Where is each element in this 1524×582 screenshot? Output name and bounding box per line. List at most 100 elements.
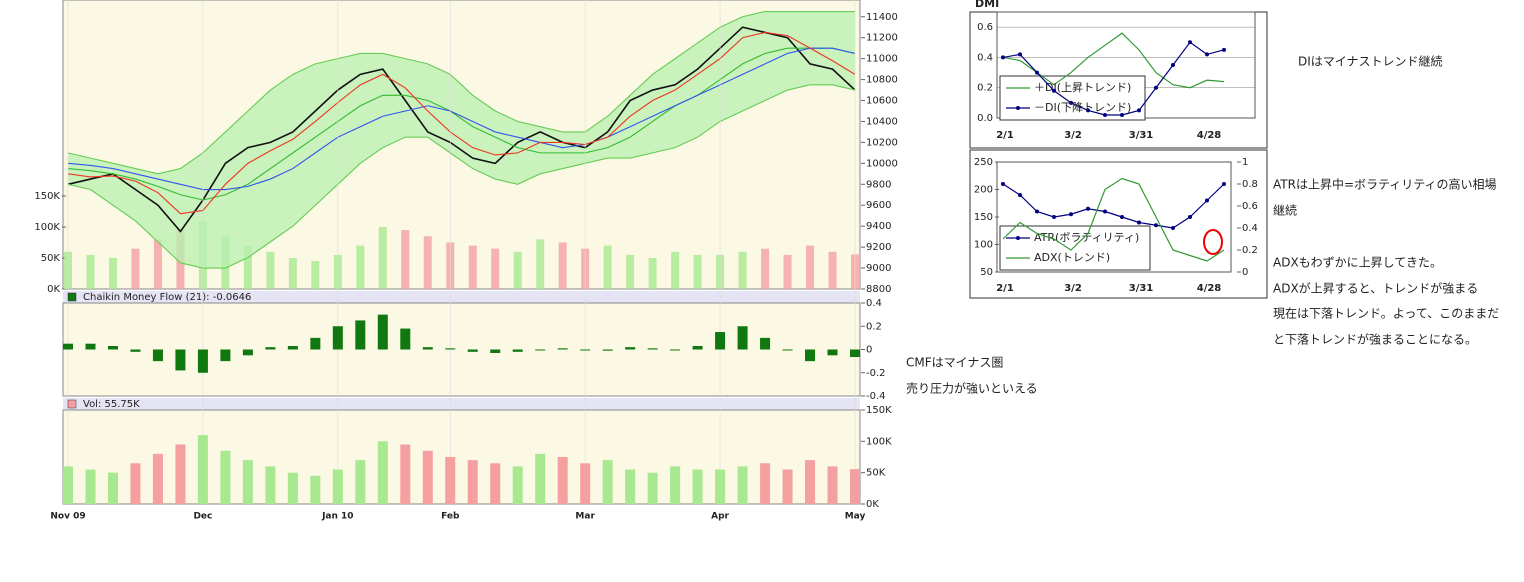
y-tick-label: 0.2: [977, 83, 993, 94]
bar: [512, 466, 523, 504]
bar: [805, 349, 816, 362]
bar: [355, 320, 366, 350]
dmi-title: DMI: [975, 0, 999, 10]
bar: [130, 349, 141, 352]
volume-bar: [108, 257, 117, 289]
point: [1137, 220, 1141, 225]
y-tick-label: -0.2: [866, 368, 886, 379]
legend-marker: [1016, 236, 1020, 240]
y-tick-label: 150K: [866, 405, 892, 416]
bar: [287, 472, 298, 504]
volume-bar: [153, 239, 162, 289]
y-tick-label: 0: [866, 345, 872, 356]
bar: [535, 349, 546, 351]
bar: [332, 326, 343, 350]
volume-bar: [401, 230, 410, 289]
point: [1222, 182, 1226, 186]
bar: [737, 466, 748, 504]
y-tick-label: 10800: [866, 75, 898, 86]
bar: [152, 453, 163, 504]
bar: [355, 460, 366, 504]
bar: [377, 314, 388, 350]
x-tick-label: Feb: [441, 512, 460, 522]
x-tick-label: Jan 10: [321, 512, 354, 522]
bar: [422, 347, 433, 350]
x-tick-label: Mar: [575, 512, 595, 522]
point: [1205, 52, 1209, 57]
y-tick-label: 11000: [866, 54, 898, 65]
legend-swatch: [67, 292, 77, 302]
volume-bar: [423, 236, 432, 289]
volume-bar: [828, 251, 837, 289]
series-line: [67, 47, 856, 201]
bar: [152, 349, 163, 362]
x-tick-label: 3/2: [1064, 283, 1082, 294]
volume-bar: [783, 254, 792, 289]
y-tick-label: 9200: [866, 242, 891, 253]
bar: [400, 328, 411, 350]
x-tick-label: Apr: [711, 512, 729, 522]
point: [1137, 108, 1141, 113]
x-tick-label: 2/1: [996, 130, 1014, 141]
bar: [422, 450, 433, 504]
bar: [647, 472, 658, 504]
series-line: [67, 47, 856, 191]
point: [1052, 215, 1056, 219]
y-tick-label: 9600: [866, 200, 891, 211]
cmf-panel: [62, 302, 861, 397]
point: [1171, 226, 1175, 230]
bar: [490, 349, 501, 353]
series-line: [1002, 183, 1225, 229]
bar: [107, 472, 118, 504]
y-tick-label: 50K: [41, 253, 61, 264]
bar: [63, 466, 73, 504]
series-line: [67, 26, 856, 233]
volume-bar: [266, 251, 275, 289]
point: [1086, 206, 1090, 211]
bar: [220, 349, 231, 362]
y-tick-label: 0.4: [1242, 223, 1258, 234]
bar: [85, 469, 96, 504]
point: [1103, 209, 1107, 214]
y-tick-label: 0.0: [977, 113, 993, 124]
y-tick-label: 10000: [866, 158, 898, 169]
volume-bar: [86, 254, 95, 289]
y-tick-label: 10600: [866, 96, 898, 107]
bar: [332, 469, 343, 504]
point: [1103, 112, 1107, 117]
bar: [265, 466, 276, 504]
x-tick-label: 4/28: [1197, 130, 1222, 141]
volume-bar: [671, 251, 680, 289]
bar: [467, 460, 478, 504]
bar: [63, 343, 73, 350]
point: [1120, 215, 1124, 219]
bar: [692, 346, 703, 350]
y-tick-label: -0.4: [866, 391, 886, 402]
bar: [400, 444, 411, 504]
bar: [715, 469, 726, 504]
bar: [377, 441, 388, 504]
volume-bar: [738, 251, 747, 289]
volume-bar: [806, 245, 815, 289]
bar: [242, 460, 253, 504]
y-tick-label: 50K: [866, 468, 886, 479]
bar: [782, 349, 793, 351]
x-tick-label: Dec: [193, 512, 212, 522]
y-tick-label: 100K: [866, 436, 892, 447]
volume-bar: [311, 261, 320, 289]
volume-bar: [468, 245, 477, 289]
bar: [175, 349, 186, 371]
plot-frame: [996, 161, 1232, 273]
volume-bar: [536, 239, 545, 289]
series-line: [1002, 41, 1225, 116]
y-tick-label: 50: [980, 267, 993, 278]
point: [1018, 52, 1022, 57]
legend-box: [999, 225, 1151, 271]
bar: [310, 475, 321, 504]
volume-bar: [491, 248, 500, 289]
cmf-header: [63, 291, 860, 303]
volume-bar: [558, 242, 567, 289]
volume-bar: [378, 226, 387, 289]
y-tick-label: 8800: [866, 284, 891, 295]
